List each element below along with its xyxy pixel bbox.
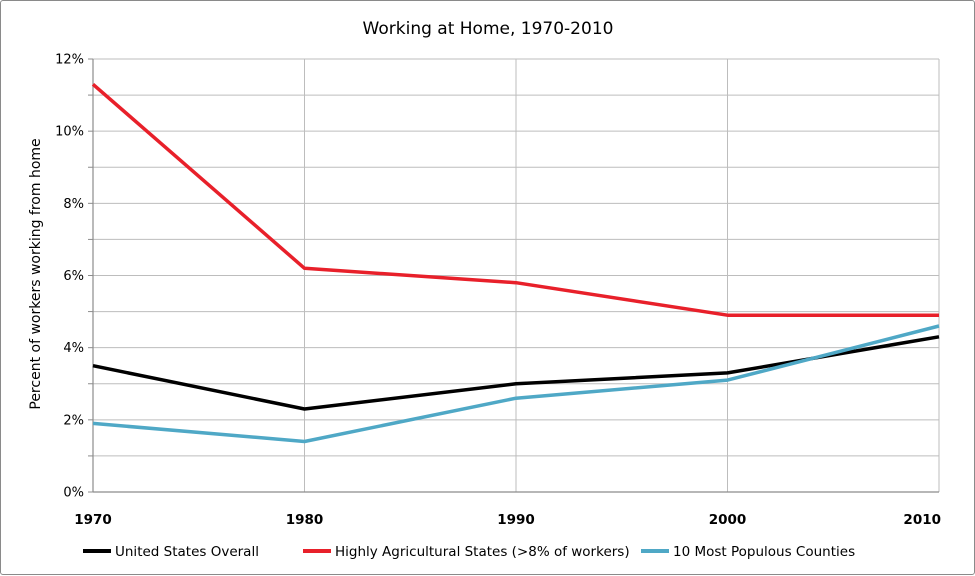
x-tick-label: 1990 [497, 512, 535, 528]
grid [93, 59, 939, 492]
x-tick-label: 2000 [709, 512, 747, 528]
legend-label: United States Overall [115, 544, 259, 560]
y-tick-label: 2% [63, 413, 84, 428]
x-tick-label: 1980 [286, 512, 324, 528]
y-tick-label: 4% [63, 341, 84, 356]
y-tick-label: 12% [55, 53, 84, 68]
x-tick-label: 2010 [903, 512, 941, 528]
x-tick-labels: 1970 1980 1990 2000 2010 [74, 512, 941, 528]
legend-label: Highly Agricultural States (>8% of worke… [335, 544, 630, 560]
legend-label: 10 Most Populous Counties [673, 544, 855, 560]
y-tick-label: 8% [63, 197, 84, 212]
chart-title: Working at Home, 1970-2010 [363, 19, 614, 39]
y-axis-label: Percent of workers working from home [28, 138, 44, 409]
legend: United States Overall Highly Agricultural… [83, 544, 855, 560]
x-tick-label: 1970 [74, 512, 112, 528]
y-tick-labels: 0% 2% 4% 6% 8% 10% 12% [55, 53, 84, 501]
y-tick-label: 6% [63, 269, 84, 284]
y-tick-label: 10% [55, 125, 84, 140]
y-tick-label: 0% [63, 486, 84, 501]
